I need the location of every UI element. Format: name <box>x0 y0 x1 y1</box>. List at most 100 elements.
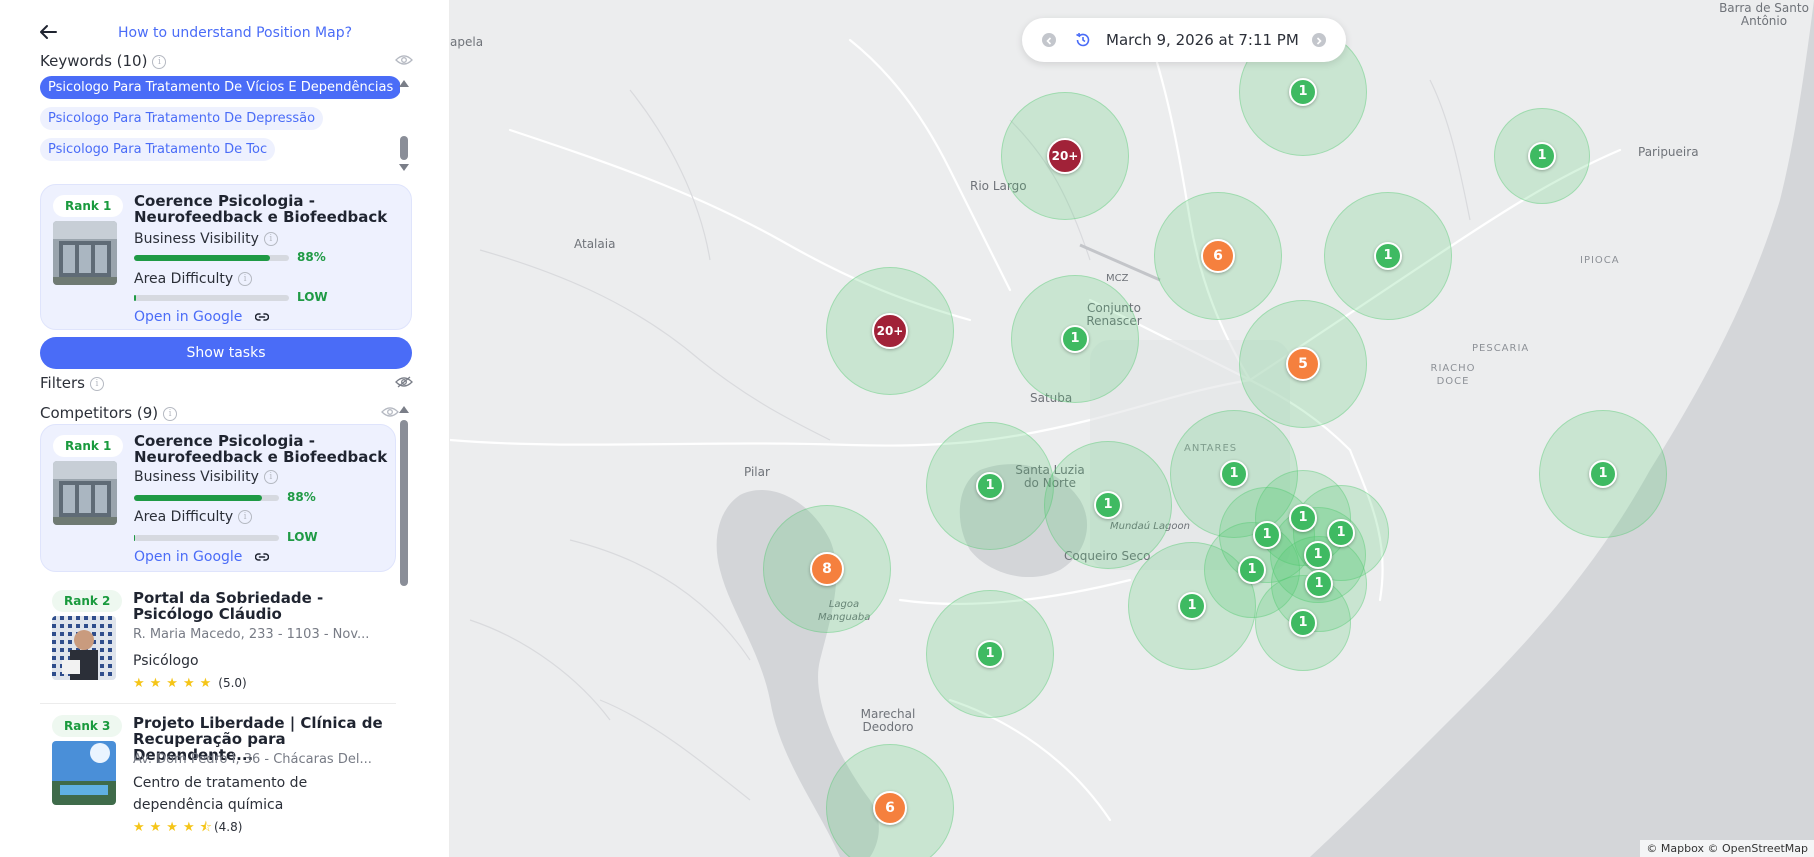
business-photo <box>53 221 117 285</box>
rank-marker[interactable]: 1 <box>1374 242 1402 270</box>
rank-marker[interactable]: 1 <box>976 640 1004 668</box>
difficulty-label: Area Difficulty i <box>134 509 253 525</box>
visibility-bar-fill <box>134 255 271 261</box>
visibility-value: 88% <box>287 490 316 504</box>
scroll-thumb[interactable] <box>400 136 408 160</box>
map-attribution[interactable]: © Mapbox © OpenStreetMap <box>1640 840 1814 857</box>
info-icon[interactable]: i <box>152 54 167 69</box>
rank-marker[interactable]: 5 <box>1286 347 1320 381</box>
difficulty-value: LOW <box>297 290 328 304</box>
visibility-label: Business Visibility i <box>134 231 278 247</box>
place-label: Marechal Deodoro <box>860 707 916 734</box>
difficulty-value: LOW <box>287 530 318 544</box>
keyword-chip[interactable]: Psicologo Para Tratamento De Toc <box>40 138 276 161</box>
rating-stars: ★★★★★ (5.0) <box>133 676 247 691</box>
date-display: March 9, 2026 at 7:11 PM <box>1106 31 1299 49</box>
keyword-chip[interactable]: Psicologo Para Tratamento De Depressão <box>40 107 324 130</box>
prev-date-button[interactable] <box>1042 33 1056 47</box>
rank-marker[interactable]: 6 <box>1201 239 1235 273</box>
rank-marker[interactable]: 1 <box>1528 142 1556 170</box>
rank-marker[interactable]: 1 <box>1327 519 1355 547</box>
scroll-up-icon[interactable] <box>399 406 409 413</box>
eye-off-icon[interactable] <box>395 376 413 388</box>
competitor-card[interactable]: Rank 3 Projeto Liberdade | Clínica de Re… <box>40 705 396 855</box>
open-in-google-link[interactable]: Open in Google <box>134 309 269 325</box>
difficulty-bar <box>134 535 279 541</box>
coverage-circle <box>1255 575 1351 671</box>
competitors-scrollbar[interactable] <box>399 406 409 586</box>
rank-marker[interactable]: 20+ <box>1047 138 1083 174</box>
link-icon <box>254 553 269 561</box>
show-tasks-button[interactable]: Show tasks <box>40 337 412 369</box>
help-link[interactable]: How to understand Position Map? <box>118 25 353 41</box>
rank-marker[interactable]: 1 <box>1289 609 1317 637</box>
selected-business-card[interactable]: Rank 1 Coerence Psicologia - Neurofeedba… <box>40 184 412 330</box>
rank-marker[interactable]: 1 <box>1094 491 1122 519</box>
rating-value: (5.0) <box>218 676 247 690</box>
keyword-chip[interactable]: Psicologo Para Tratamento De Vícios E De… <box>40 76 400 99</box>
coverage-circle <box>1044 441 1172 569</box>
rating-value: (4.8) <box>213 820 243 834</box>
info-icon[interactable]: i <box>263 470 278 484</box>
rank-marker[interactable]: 1 <box>976 472 1004 500</box>
scroll-thumb[interactable] <box>400 420 408 586</box>
rank-badge: Rank 3 <box>52 715 123 737</box>
link-icon <box>254 313 269 321</box>
rank-marker[interactable]: 1 <box>1289 78 1317 106</box>
rank-marker[interactable]: 6 <box>873 791 907 825</box>
keywords-title: Keywords (10) i <box>40 52 167 70</box>
place-label: Atalaia <box>574 237 616 251</box>
rank-badge: Rank 2 <box>52 590 123 612</box>
rank-marker[interactable]: 1 <box>1589 460 1617 488</box>
filters-title: Filters i <box>40 374 104 392</box>
chevron-right-icon <box>1316 37 1322 45</box>
rank-marker[interactable]: 1 <box>1178 592 1206 620</box>
next-date-button[interactable] <box>1312 33 1326 47</box>
business-photo <box>52 616 116 680</box>
position-map[interactable]: Barra de Santo Antônio Rio Largo Atalaia… <box>450 0 1814 857</box>
business-name: Portal da Sobriedade - Psicólogo Cláudio <box>133 589 324 623</box>
place-label: IPIOCA <box>1580 255 1620 266</box>
open-in-google-link[interactable]: Open in Google <box>134 549 269 565</box>
competitors-title: Competitors (9) i <box>40 404 178 422</box>
place-label: PESCARIA <box>1472 343 1530 354</box>
rank-badge: Rank 1 <box>53 195 124 217</box>
rank-marker[interactable]: 1 <box>1253 521 1281 549</box>
eye-icon[interactable] <box>381 406 399 418</box>
visibility-bar-fill <box>134 495 262 501</box>
business-name: Coerence Psicologia - Neurofeedback e Bi… <box>134 192 388 226</box>
business-address: R. Maria Macedo, 233 - 1103 - Nov... <box>133 627 370 642</box>
business-category: Centro de tratamento de dependência quím… <box>133 775 308 813</box>
keyword-scrollbar[interactable] <box>399 80 409 172</box>
rank-marker[interactable]: 20+ <box>872 313 908 349</box>
rank-marker[interactable]: 1 <box>1061 325 1089 353</box>
rank-marker[interactable]: 1 <box>1289 504 1317 532</box>
competitor-card[interactable]: Rank 2 Portal da Sobriedade - Psicólogo … <box>40 580 396 704</box>
rank-marker[interactable]: 1 <box>1305 570 1333 598</box>
scroll-up-icon[interactable] <box>399 80 409 87</box>
difficulty-bar-fill <box>134 535 136 541</box>
rank-marker[interactable]: 1 <box>1238 556 1266 584</box>
info-icon[interactable]: i <box>89 376 104 391</box>
rank-marker[interactable]: 1 <box>1220 460 1248 488</box>
half-star-icon: ⯪ <box>199 820 212 835</box>
info-icon[interactable]: i <box>163 406 178 421</box>
rank-marker[interactable]: 8 <box>810 552 844 586</box>
place-label: Paripueira <box>1638 145 1699 159</box>
business-category: Psicólogo <box>133 653 199 669</box>
visibility-bar <box>134 495 279 501</box>
info-icon[interactable]: i <box>263 232 278 246</box>
competitor-card[interactable]: Rank 1 Coerence Psicologia - Neurofeedba… <box>40 424 396 572</box>
keyword-list: Psicologo Para Tratamento De Vícios E De… <box>40 76 400 184</box>
scroll-down-icon[interactable] <box>399 164 409 171</box>
difficulty-bar <box>134 295 289 301</box>
back-arrow-icon[interactable] <box>36 20 60 44</box>
eye-icon[interactable] <box>395 54 413 66</box>
history-icon[interactable] <box>1074 31 1092 49</box>
rank-marker[interactable]: 1 <box>1304 541 1332 569</box>
business-address: Av. Dom Pedro I, 36 - Chácaras Del... <box>133 752 372 767</box>
info-icon[interactable]: i <box>238 510 253 524</box>
info-icon[interactable]: i <box>238 272 253 286</box>
visibility-label: Business Visibility i <box>134 469 278 485</box>
visibility-bar <box>134 255 289 261</box>
